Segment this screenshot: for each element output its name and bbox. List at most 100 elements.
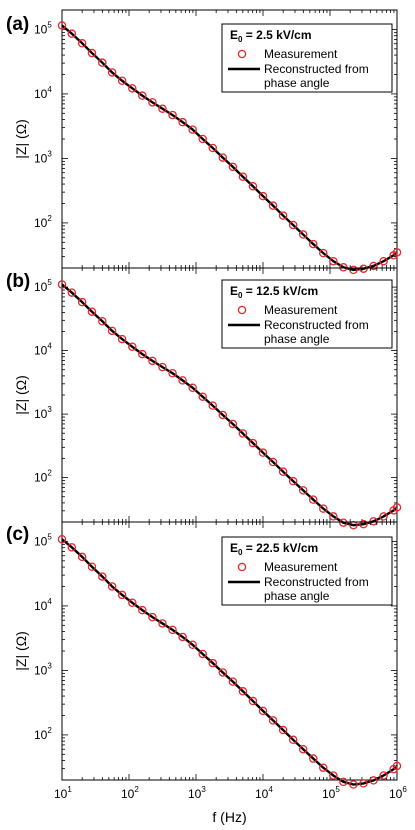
measurement-point [278,725,288,735]
measurement-point [298,230,308,239]
measurement-point [208,658,217,668]
y-tick-base: 10 [34,471,48,485]
measurement-point [117,334,127,344]
y-tick-label: 105 [34,20,52,36]
measurement-point [228,419,238,429]
y-tick-label: 102 [34,214,52,230]
measurement-point [67,543,77,552]
x-tick-exp: 2 [134,785,139,794]
x-tick-label: 105 [322,785,340,801]
x-axis-label: f (Hz) [212,809,246,825]
measurement-point [258,191,268,201]
measurement-point [238,429,248,438]
y-tick-exp: 2 [47,726,52,735]
measurement-point [359,519,368,529]
measurement-point [319,763,328,772]
x-tick-label: 102 [121,785,139,801]
measurement-point [87,562,97,571]
measurement-point [208,143,217,153]
measurement-point [228,162,238,172]
measurement-point [178,117,187,127]
x-tick-exp: 3 [201,785,206,794]
measurement-point [379,512,388,521]
y-tick-label: 104 [34,342,52,358]
legend-title-value: = 22.5 kV/cm [242,541,318,555]
measurement-point [208,401,217,410]
measurement-point [107,68,117,77]
measurement-point [138,605,147,615]
measurement-point [188,383,197,393]
x-tick-label: 103 [188,785,206,801]
y-tick-base: 10 [34,22,48,36]
y-tick-base: 10 [34,151,48,165]
measurement-point [107,582,117,591]
measurement-point [148,356,157,366]
measurement-point [67,29,77,38]
measurement-point [178,632,187,642]
y-tick-label: 102 [34,469,52,485]
y-tick-label: 103 [34,661,52,677]
measurement-point [87,307,97,316]
measurement-point [117,76,127,86]
legend-marker-icon [237,562,247,572]
y-tick-base: 10 [34,728,48,742]
x-tick-base: 10 [389,787,403,801]
legend: E0 = 22.5 kV/cm MeasurementReconstructed … [221,536,393,606]
x-tick-base: 10 [54,787,68,801]
measurement-point [218,153,228,162]
legend-title-sub: 0 [238,35,243,44]
measurement-point [87,48,97,58]
panel-label: (b) [6,271,30,292]
x-tick-label: 101 [54,785,72,801]
measurement-point [77,297,87,307]
measurement-point [278,211,288,220]
measurement-point [278,467,288,476]
panel-label: (c) [6,524,29,545]
measurement-point [329,512,338,521]
x-tick-base: 10 [121,787,135,801]
measurement-point [258,448,268,457]
y-tick-exp: 5 [47,532,52,541]
y-tick-exp: 3 [47,405,52,414]
measurement-point [148,98,157,107]
measurement-point [198,134,207,144]
y-tick-exp: 3 [47,661,52,670]
legend-entry-measurement: Measurement [264,47,338,61]
measurement-point [248,182,258,191]
measurement-point [392,761,402,771]
legend-title-sub: 0 [238,291,243,300]
measurement-point [349,780,358,789]
measurement-point [308,754,318,763]
measurement-point [308,495,318,504]
legend-title: E0 = 2.5 kV/cm [230,28,312,44]
legend-title: E0 = 22.5 kV/cm [230,541,318,557]
legend: E0 = 12.5 kV/cm MeasurementReconstructed … [221,279,393,349]
y-tick-base: 10 [34,87,48,101]
y-tick-label: 104 [34,597,52,613]
measurement-point [298,486,308,495]
legend-entry-reconstructed: Reconstructed from [264,318,369,332]
y-axis-label: |Z| (Ω) [13,375,29,415]
measurement-point [248,438,258,448]
legend-entry-measurement: Measurement [264,303,338,317]
measurement-point [268,716,278,725]
y-tick-base: 10 [34,216,48,230]
measurement-point [359,779,368,788]
measurement-point [268,457,278,467]
y-tick-base: 10 [34,280,48,294]
measurement-point [198,392,207,401]
y-tick-base: 10 [34,599,48,613]
y-axis-label: |Z| (Ω) [13,631,29,671]
measurement-point [168,369,177,378]
legend-entry-reconstructed-2: phase angle [264,589,330,603]
legend-marker-icon [237,305,247,315]
y-tick-label: 105 [34,532,52,548]
measurement-point [339,263,348,272]
measurement-point [248,696,258,706]
x-tick-exp: 4 [268,785,273,794]
measurement-point [319,248,328,258]
y-tick-base: 10 [34,344,48,358]
measurement-point [379,256,388,266]
measurement-point [392,248,402,257]
